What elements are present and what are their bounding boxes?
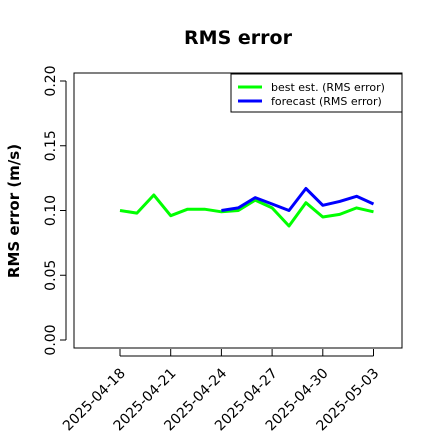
x-axis: 2025-04-182025-04-212025-04-242025-04-27… [60, 349, 382, 434]
legend-box [230, 73, 403, 113]
y-tick-label: 0.15 [43, 130, 59, 161]
y-tick-label: 0.10 [43, 195, 59, 226]
legend-entry: forecast (RMS error) [271, 95, 382, 108]
y-axis-label: RMS error (m/s) [5, 144, 23, 278]
y-tick-label: 0.05 [43, 260, 59, 291]
legend: best est. (RMS error)forecast (RMS error… [230, 73, 403, 113]
series-line [119, 193, 374, 228]
plot-frame [73, 72, 403, 349]
y-tick-label: 0.00 [43, 324, 59, 355]
y-tick-label: 0.20 [43, 65, 59, 96]
series-line [221, 187, 375, 212]
chart-title: RMS error [184, 27, 293, 49]
series-lines [119, 187, 375, 228]
y-axis: 0.00 0.05 0.10 0.15 0.20 [43, 65, 67, 356]
legend-entry: best est. (RMS error) [271, 81, 385, 94]
